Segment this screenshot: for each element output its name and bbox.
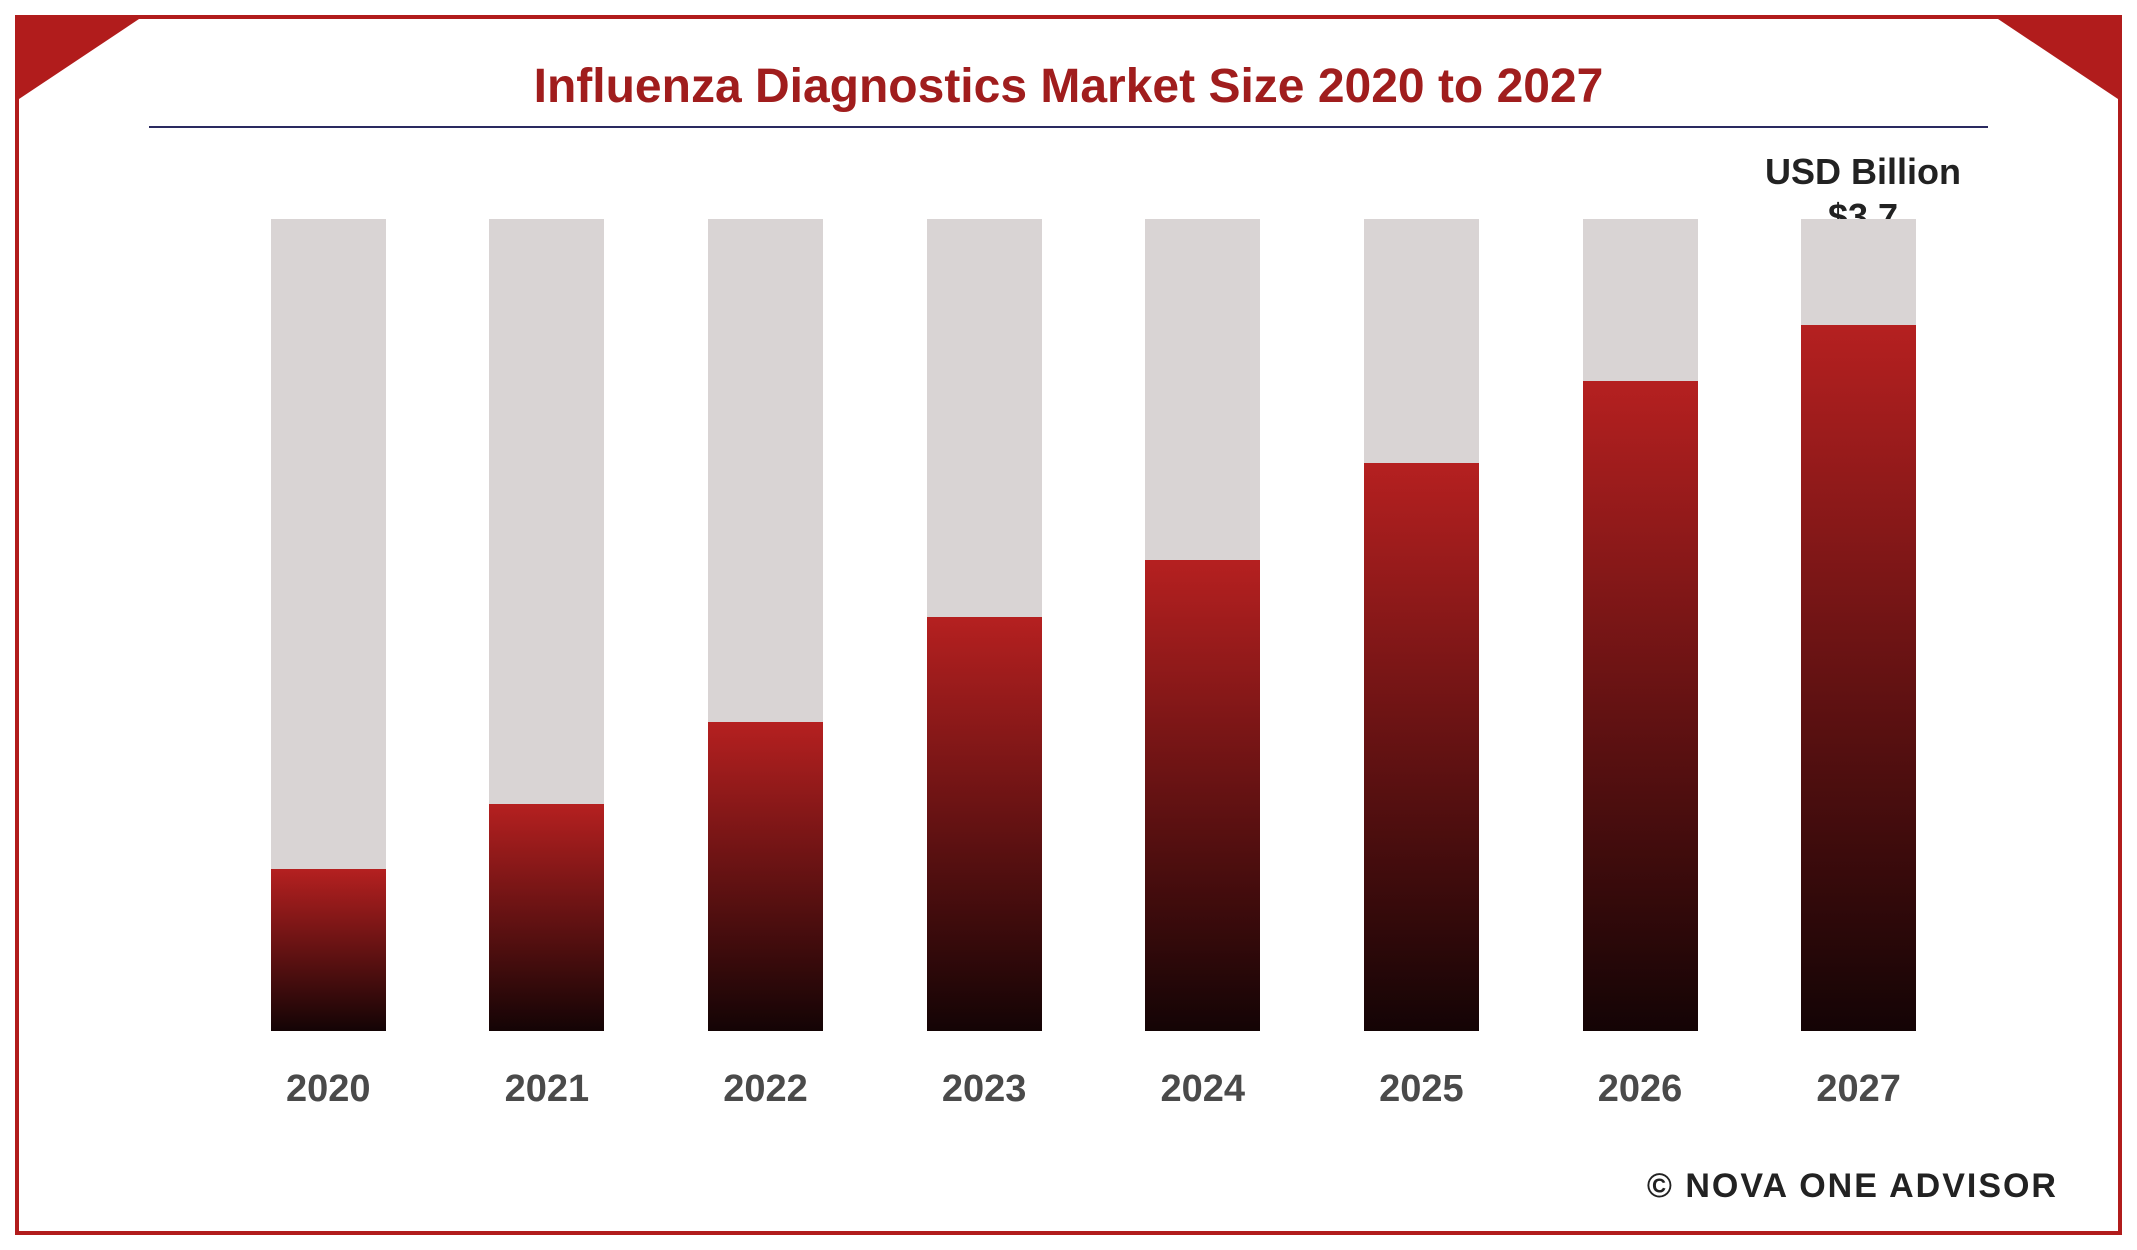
x-label-2022: 2022 [708,1068,823,1111]
title-underline [149,126,1988,128]
bar-2026 [1583,219,1698,1031]
bar-2025 [1364,219,1479,1031]
bar-2027 [1801,219,1916,1031]
bar-fill [1801,325,1916,1031]
bar-2020 [271,219,386,1031]
bar-fill [1364,463,1479,1031]
bar-2021 [489,219,604,1031]
chart-frame: Influenza Diagnostics Market Size 2020 t… [15,15,2122,1235]
bar-fill [708,722,823,1031]
bar-fill [1145,560,1260,1031]
x-label-2020: 2020 [271,1068,386,1111]
bar-fill [1583,381,1698,1031]
x-label-2023: 2023 [927,1068,1042,1111]
annotation-unit: USD Billion [1758,149,1968,194]
x-label-2026: 2026 [1583,1068,1698,1111]
x-label-2025: 2025 [1364,1068,1479,1111]
bars-container [219,219,1968,1031]
bar-2023 [927,219,1042,1031]
x-axis-labels: 2020 2021 2022 2023 2024 2025 2026 2027 [219,1068,1968,1111]
x-label-2024: 2024 [1145,1068,1260,1111]
chart-title: Influenza Diagnostics Market Size 2020 t… [19,19,2118,114]
corner-decoration-tr [1998,19,2118,99]
bar-fill [489,804,604,1031]
corner-decoration-tl [19,19,139,99]
bar-2022 [708,219,823,1031]
bar-2024 [1145,219,1260,1031]
chart-plot-area [219,219,1968,1031]
bar-fill [927,617,1042,1031]
bar-fill [271,869,386,1031]
x-label-2021: 2021 [489,1068,604,1111]
x-label-2027: 2027 [1801,1068,1916,1111]
footer-attribution: © NOVA ONE ADVISOR [1647,1167,2058,1206]
